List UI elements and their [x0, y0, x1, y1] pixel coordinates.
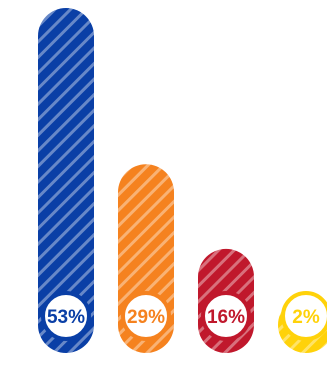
value-label-3: 16% [207, 307, 245, 328]
value-label-4: 2% [292, 307, 320, 328]
value-label-1: 53% [47, 307, 85, 328]
value-label-2: 29% [127, 307, 165, 328]
